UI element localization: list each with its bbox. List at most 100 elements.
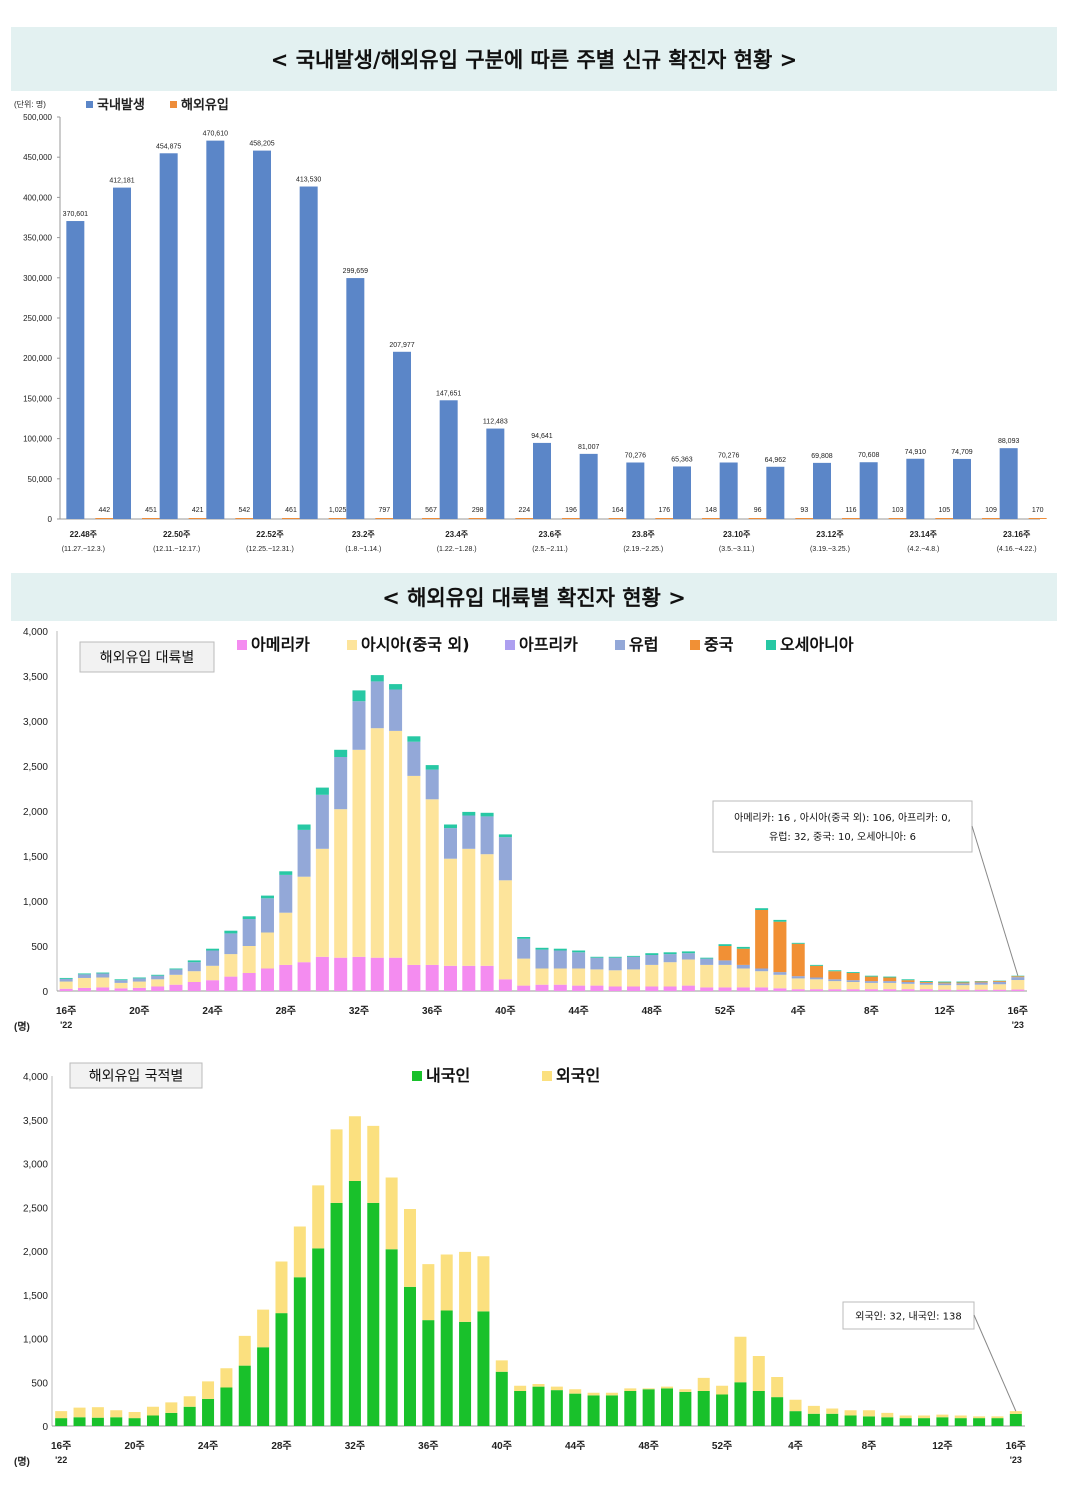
- bar-segment: [608, 957, 622, 971]
- data-label-overseas: 567: [425, 507, 437, 514]
- bar-segment: [59, 988, 73, 991]
- bar-segment: [498, 837, 512, 881]
- x-tick-year: '22: [60, 1020, 72, 1030]
- bar-segment: [993, 989, 1007, 991]
- bar-segment: [773, 974, 787, 989]
- bar-segment: [206, 980, 220, 991]
- bar-segment: [206, 950, 220, 966]
- y-tick-label: 1,000: [23, 1335, 48, 1346]
- data-label-domestic: 299,659: [343, 268, 368, 275]
- bar-segment: [938, 982, 952, 984]
- x-tick-range: (1.22.~1.28.): [437, 546, 477, 553]
- bar-segment: [385, 1249, 398, 1426]
- bar-segment: [293, 1277, 306, 1426]
- legend-label: 오세아니아: [780, 635, 854, 654]
- bar-segment: [498, 880, 512, 980]
- data-label-domestic: 112,483: [483, 419, 508, 426]
- x-tick-range: (12.25.~12.31.): [246, 546, 294, 553]
- unit-label: (명): [14, 1020, 30, 1033]
- bar-segment: [370, 957, 384, 991]
- bar-segment: [993, 984, 1007, 990]
- y-tick-label: 100,000: [23, 435, 52, 444]
- bar-segment: [918, 1415, 931, 1419]
- x-tick-label: 52주: [715, 1005, 735, 1017]
- bar-segment: [828, 979, 842, 982]
- bar-segment: [532, 1386, 545, 1426]
- x-tick-label: 48주: [642, 1005, 662, 1017]
- bar-segment: [864, 981, 878, 983]
- bar-segment: [572, 968, 586, 986]
- bar-segment: [495, 1371, 508, 1426]
- bar-segment: [901, 982, 915, 984]
- bar-segment: [440, 1254, 453, 1311]
- bar-segment: [422, 1320, 435, 1426]
- legend-swatch: [412, 1071, 422, 1081]
- bar-segment: [96, 973, 110, 978]
- bar-segment: [572, 952, 586, 969]
- bar-segment: [96, 977, 110, 988]
- bar-segment: [773, 988, 787, 991]
- bar-domestic: [113, 187, 131, 519]
- x-tick-label: 20주: [129, 1005, 149, 1017]
- x-tick-range: (2.19.~2.25.): [623, 546, 663, 553]
- bar-domestic: [813, 462, 831, 519]
- bar-segment: [389, 957, 403, 991]
- bar-segment: [810, 979, 824, 990]
- bar-segment: [846, 989, 860, 991]
- bar-segment: [550, 1386, 563, 1391]
- bar-segment: [480, 965, 494, 991]
- bar-segment: [590, 957, 604, 970]
- bar-domestic: [299, 186, 318, 519]
- bar-segment: [608, 970, 622, 987]
- x-tick-label: 16주: [1006, 1440, 1026, 1452]
- bar-segment: [864, 976, 878, 982]
- bar-segment: [954, 1415, 967, 1419]
- bar-segment: [514, 1385, 527, 1391]
- x-tick-label: 40주: [495, 1005, 515, 1017]
- bar-segment: [590, 985, 604, 991]
- bar-segment: [572, 950, 586, 953]
- data-label-overseas: 164: [612, 507, 624, 514]
- bar-segment: [1011, 980, 1025, 990]
- bar-segment: [627, 986, 641, 991]
- bar-overseas: [375, 518, 394, 519]
- data-label-domestic: 74,910: [905, 449, 927, 456]
- bar-segment: [846, 980, 860, 982]
- bar-segment: [187, 962, 201, 972]
- bar-segment: [224, 976, 238, 991]
- bar-segment: [846, 982, 860, 990]
- bar-segment: [224, 930, 238, 934]
- bar-segment: [202, 1381, 215, 1399]
- bar-segment: [312, 1248, 325, 1426]
- bar-segment: [315, 787, 329, 795]
- bar-segment: [718, 987, 732, 991]
- bar-segment: [700, 958, 714, 965]
- bar-segment: [260, 898, 274, 933]
- x-tick-label: 16주: [51, 1440, 71, 1452]
- chart-label-box: [79, 641, 215, 673]
- x-tick-week: 22.52주: [256, 530, 284, 539]
- x-tick-week: 23.10주: [723, 530, 751, 539]
- bar-segment: [480, 854, 494, 966]
- bar-segment: [312, 1185, 325, 1249]
- bar-segment: [498, 834, 512, 838]
- x-tick-week: 23.12주: [816, 530, 844, 539]
- bar-segment: [901, 980, 915, 982]
- bar-segment: [238, 1335, 251, 1366]
- chart-title-continent: < 해외유입 대륙별 확진자 현황 >: [11, 573, 1057, 621]
- data-label-overseas: 298: [472, 507, 484, 514]
- bar-segment: [938, 983, 952, 986]
- bar-segment: [587, 1392, 600, 1396]
- data-label-domestic: 458,205: [249, 141, 274, 148]
- bar-segment: [755, 968, 769, 972]
- data-label-domestic: 454,875: [156, 143, 181, 150]
- y-tick-label: 0: [42, 1422, 48, 1433]
- bar-segment: [114, 982, 128, 989]
- bar-segment: [605, 1395, 618, 1426]
- bar-segment: [169, 974, 183, 985]
- bar-segment: [973, 1418, 986, 1426]
- x-tick-range: (4.16.~4.22.): [997, 546, 1037, 553]
- bar-segment: [569, 1393, 582, 1426]
- bar-segment: [151, 986, 165, 991]
- bar-segment: [132, 978, 146, 982]
